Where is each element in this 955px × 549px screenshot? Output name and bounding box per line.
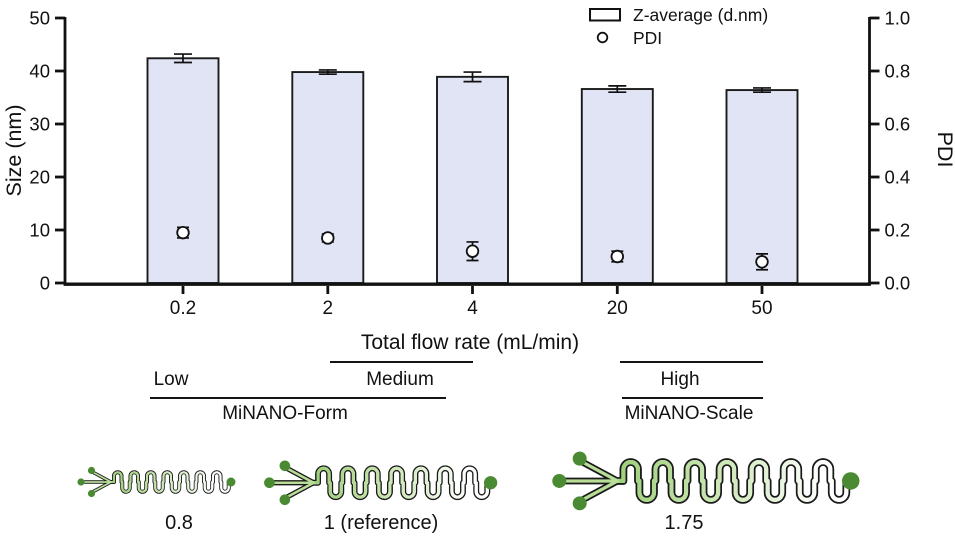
chip-inlet-port-top [87, 466, 96, 475]
chip-mixer-fluid [110, 471, 232, 493]
bar [291, 71, 365, 284]
legend-bar-label: Z-average (d.nm) [633, 5, 768, 25]
left-axis-tick-label: 20 [29, 167, 50, 188]
x-axis-tick-label: 2 [323, 298, 334, 319]
right-axis-tick-label: 0.6 [885, 114, 911, 135]
chart-canvas: 0 10 20 30 40 50 0.0 0.2 0.4 0.6 0.8 1.0 0.2 2 4 20 50 Si… [2, 5, 955, 319]
flow-group-label-low: Low [153, 369, 189, 390]
bar-error-bar [318, 69, 337, 76]
chip-diagram-large [552, 451, 860, 511]
right-axis-tick-label: 0.8 [885, 61, 911, 82]
chip-inlet-port-left [552, 473, 567, 488]
chip-diagram-small [77, 466, 236, 498]
minano-scale-label: MiNANO-Scale [624, 403, 754, 424]
high-range-line [620, 361, 763, 363]
chip-scale-label-large: 1.75 [664, 512, 704, 534]
chip-inlet-arms-fluid [560, 458, 620, 504]
minano-form-label: MiNANO-Form [222, 403, 348, 424]
left-axis-tick-label: 10 [29, 220, 50, 241]
right-axis-tick-label: 1.0 [885, 8, 911, 29]
x-axis-tick-label: 20 [607, 298, 628, 319]
x-axis-tick-label: 0.2 [170, 298, 196, 319]
y-axis-title-pdi: PDI [933, 132, 955, 168]
chip-inlet-port-top [572, 451, 587, 466]
left-axis-tick-label: 40 [29, 61, 50, 82]
minano-scale-range-line [622, 397, 763, 399]
medium-range-line [330, 361, 473, 363]
chip-outlet-port [226, 477, 236, 487]
chip-diagram-reference [264, 460, 498, 506]
left-axis-tick-label: 50 [29, 8, 50, 29]
right-axis-tick-label: 0.0 [885, 273, 911, 294]
legend-pdi-label: PDI [633, 28, 662, 48]
chip-scale-label-small: 0.8 [165, 512, 193, 534]
bar-error-bar [463, 71, 482, 83]
chip-inlet-port-top [279, 460, 291, 472]
bar [146, 57, 220, 284]
right-axis-tick-label: 0.2 [885, 220, 911, 241]
chip-outlet-port [483, 476, 498, 490]
chip-scale-label-reference: 1 (reference) [323, 512, 439, 534]
chip-mixer-fluid [312, 466, 493, 499]
chip-inlet-port-bottom [87, 489, 96, 498]
chip-inlet-port-bottom [279, 494, 291, 506]
y-axis-title-size: Size (nm) [2, 105, 26, 197]
minano-form-range-line [150, 397, 446, 399]
legend-bar-swatch [589, 8, 621, 22]
bar-error-bar [753, 87, 771, 94]
chip-inlet-port-left [77, 478, 85, 486]
bar-error-bar [608, 84, 627, 94]
x-axis-tick-label: 4 [467, 298, 478, 319]
left-axis-tick-label: 0 [40, 273, 50, 294]
pdi-marker [465, 244, 480, 258]
x-axis-title: Total flow rate (mL/min) [360, 331, 580, 354]
left-axis-tick-label: 30 [29, 114, 50, 135]
legend-pdi-marker [596, 31, 609, 44]
right-axis-tick-label: 0.4 [885, 167, 911, 188]
chip-inlet-port-left [264, 477, 275, 489]
flow-group-label-high: High [660, 369, 700, 390]
flow-group-label-medium: Medium [366, 369, 434, 390]
chip-inlet-arms-fluid [270, 465, 315, 500]
bar-error-bar [174, 53, 192, 64]
pdi-marker [755, 255, 769, 269]
pdi-marker [610, 249, 625, 264]
chip-outlet-port [841, 472, 860, 490]
pdi-marker [176, 225, 190, 240]
chip-inlet-port-bottom [572, 496, 587, 511]
pdi-marker [321, 231, 335, 245]
x-axis-tick-label: 50 [751, 298, 772, 319]
chip-mixer-fluid [615, 460, 853, 502]
chip-inlet-arms-fluid [81, 470, 112, 494]
